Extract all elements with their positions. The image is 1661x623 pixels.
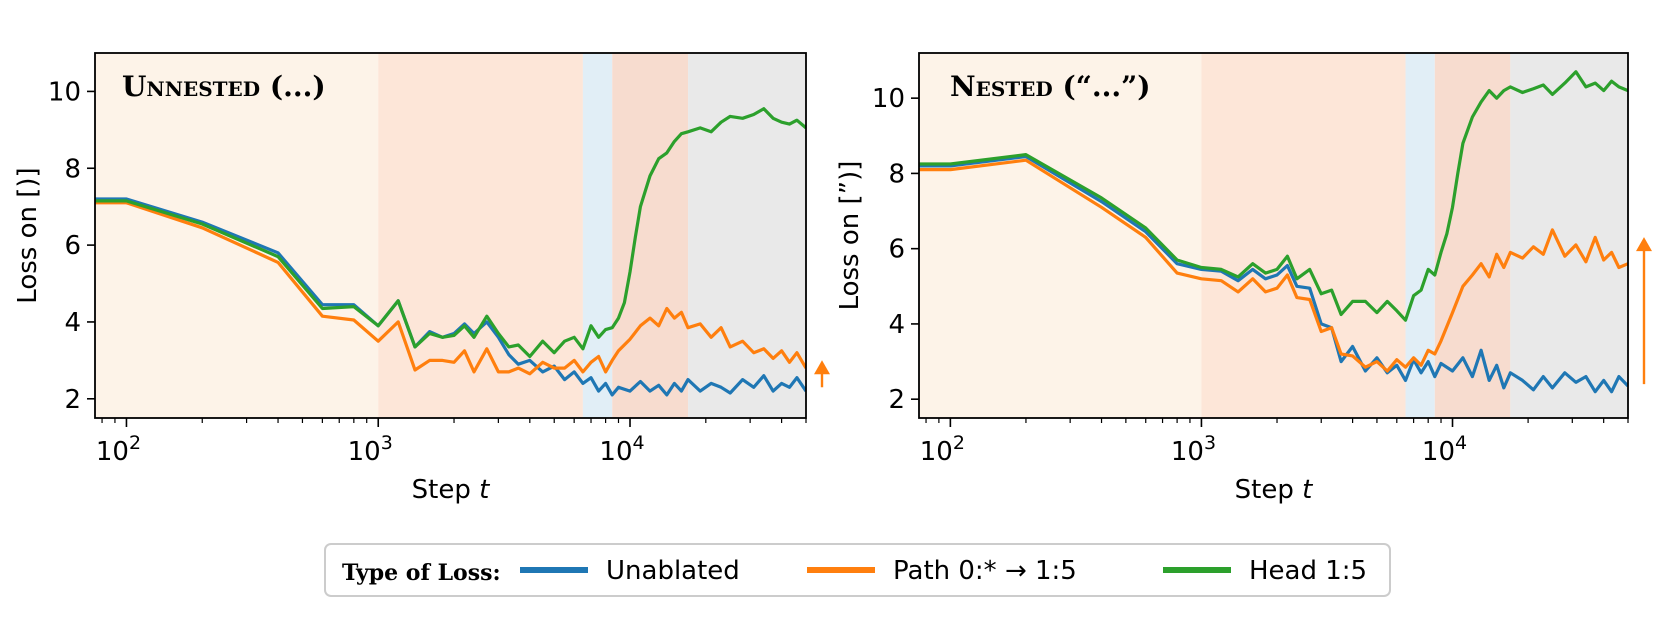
phase-band-5 [1510, 53, 1628, 418]
y-tick-label: 8 [888, 159, 905, 189]
series-line-head [919, 70, 1628, 322]
y-tick-label: 4 [64, 308, 81, 338]
y-axis-label: Loss on [)] [13, 167, 43, 303]
y-tick-label: 2 [64, 385, 81, 415]
y-tick-label: 10 [872, 84, 905, 114]
y-tick-label: 8 [64, 154, 81, 184]
series-line-head [95, 107, 806, 359]
x-tick-label: 102 [920, 432, 965, 467]
panel-title: Nested (“...”) [950, 70, 1150, 103]
phase-band-3 [582, 53, 613, 418]
phase-band-4 [612, 53, 689, 418]
phase-band-2 [1201, 53, 1406, 418]
panel-unnested: 2 4 6 8 10 102 103 104 Step t Loss on [)] Unnested… [13, 52, 830, 505]
y-axis-label: Loss on [”)] [835, 161, 865, 311]
series-group [919, 70, 1628, 394]
legend-label-head: Head 1:5 [1249, 556, 1367, 586]
legend-title: Type of Loss: [342, 560, 501, 586]
y-tick-label: 6 [888, 235, 905, 265]
y-tick-label: 4 [888, 310, 905, 340]
x-tick-label: 104 [599, 432, 644, 467]
y-tick-label: 6 [64, 231, 81, 261]
y-tick-label: 2 [888, 385, 905, 415]
panel-title: Unnested (...) [122, 70, 326, 103]
arrow-head [814, 360, 830, 375]
x-axis-label: Step t [412, 475, 490, 505]
plot-frame [94, 52, 807, 419]
x-tick-label: 104 [1422, 432, 1467, 467]
x-axis-label: Step t [1235, 475, 1313, 505]
x-tick-label: 102 [96, 432, 141, 467]
series-group [95, 107, 806, 397]
series-line-path [95, 201, 806, 376]
x-tick-label: 103 [1171, 432, 1216, 467]
plot-frame [918, 52, 1629, 419]
panel-nested: 2 4 6 8 10 102 103 104 Step t Loss on [”)] Nested … [835, 52, 1652, 505]
legend: Type of Loss: Unablated Path 0:* → 1:5 H… [324, 543, 1391, 597]
legend-label-path: Path 0:* → 1:5 [893, 556, 1077, 586]
legend-label-unablated: Unablated [606, 556, 740, 586]
arrow-head [1636, 237, 1652, 252]
series-line-path [919, 158, 1628, 373]
phase-band-1 [919, 53, 1202, 418]
phase-band-3 [1405, 53, 1435, 418]
x-tick-label: 103 [348, 432, 393, 467]
y-tick-label: 10 [48, 77, 81, 107]
